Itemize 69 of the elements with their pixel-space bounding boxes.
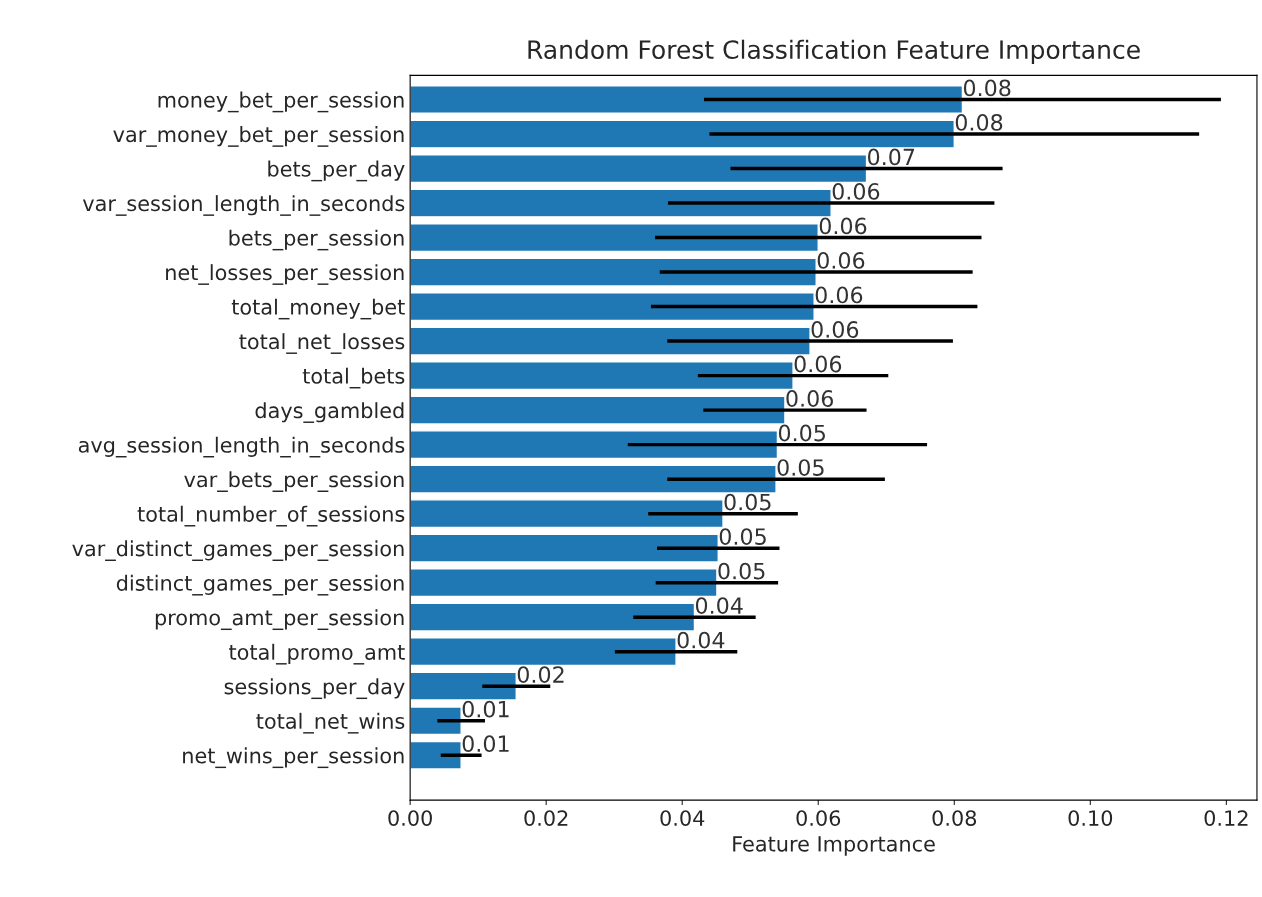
- bar: [410, 395, 786, 425]
- bar: [410, 119, 955, 149]
- data-label: 0.05: [719, 528, 766, 545]
- data-label: 0.06: [832, 183, 880, 200]
- y-tick-label: var_money_bet_per_session: [113, 126, 404, 147]
- data-label: 0.01: [462, 735, 509, 753]
- bar: [410, 568, 718, 598]
- data-label: 0.06: [819, 217, 867, 235]
- bar: [410, 533, 719, 563]
- y-tick-label: total_money_bet: [231, 298, 405, 320]
- data-label: 0.02: [517, 666, 564, 684]
- data-label: 0.05: [718, 562, 765, 580]
- y-tick-label: sessions_per_day: [224, 678, 405, 700]
- bar: [410, 361, 794, 391]
- y-tick-label: total_bets: [302, 367, 405, 389]
- y-tick-label: total_net_wins: [256, 712, 405, 734]
- data-label: 0.04: [695, 597, 743, 614]
- y-tick-label: distinct_games_per_session: [116, 574, 404, 596]
- data-label: 0.06: [794, 355, 842, 373]
- data-label: 0.05: [724, 493, 771, 511]
- y-tick-label: total_promo_amt: [229, 643, 405, 665]
- y-tick-label: bets_per_day: [268, 160, 405, 182]
- x-tick-label: 0.06: [796, 810, 841, 826]
- x-axis-title: Feature Importance: [733, 836, 935, 856]
- chart-title: Random Forest Classification Feature Importance: [528, 39, 1140, 64]
- data-label: 0.08: [955, 114, 1003, 131]
- data-label: 0.01: [462, 700, 509, 718]
- data-label: 0.06: [811, 321, 859, 338]
- y-tick-label: bets_per_session: [229, 229, 404, 251]
- data-label: 0.04: [677, 631, 725, 649]
- bar: [410, 740, 462, 770]
- data-label: 0.05: [777, 459, 824, 476]
- y-tick-label: var_distinct_games_per_session: [72, 540, 404, 562]
- x-tick-label: 0.04: [660, 810, 705, 826]
- x-tick-label: 0.00: [388, 810, 432, 826]
- data-label: 0.06: [815, 286, 863, 304]
- bar: [410, 188, 832, 218]
- x-tick-label: 0.08: [932, 810, 977, 826]
- y-tick-label: money_bet_per_session: [158, 91, 404, 113]
- y-tick-label: var_bets_per_session: [184, 471, 404, 492]
- x-tick-label: 0.10: [1068, 810, 1113, 826]
- bar: [410, 706, 462, 736]
- y-tick-label: avg_session_length_in_seconds: [78, 436, 405, 458]
- data-label: 0.06: [786, 390, 833, 407]
- y-tick-label: promo_amt_per_session: [155, 609, 404, 631]
- x-tick-label: 0.12: [1204, 810, 1248, 826]
- bar: [410, 430, 779, 460]
- bar: [410, 292, 815, 322]
- y-tick-label: net_wins_per_session: [183, 747, 404, 769]
- data-label: 0.05: [778, 424, 825, 442]
- y-tick-label: net_losses_per_session: [166, 264, 404, 285]
- data-label: 0.08: [963, 79, 1011, 97]
- y-tick-label: total_net_losses: [239, 333, 405, 354]
- bar: [410, 499, 724, 529]
- bar: [410, 464, 777, 494]
- y-tick-label: var_session_length_in_seconds: [82, 195, 405, 216]
- bar: [410, 257, 817, 287]
- data-label: 0.06: [817, 252, 865, 269]
- data-label: 0.07: [868, 148, 915, 166]
- bar: [410, 637, 677, 667]
- bar: [410, 154, 868, 184]
- bar: [410, 223, 819, 253]
- y-tick-label: total_number_of_sessions: [137, 505, 405, 527]
- bar: [410, 602, 696, 632]
- bar: [410, 326, 811, 356]
- x-tick-label: 0.02: [524, 810, 568, 826]
- bar: [410, 671, 517, 701]
- bar: [410, 85, 964, 115]
- y-tick-label: days_gambled: [255, 402, 404, 423]
